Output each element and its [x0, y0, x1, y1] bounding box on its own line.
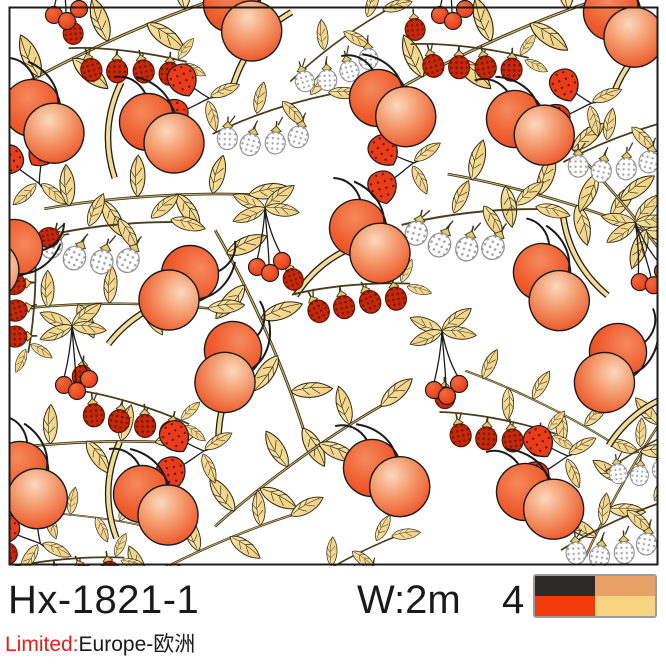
pattern-artwork [8, 0, 659, 566]
product-code: Hx-1821-1 [8, 578, 200, 622]
limited-label: Limited: [5, 633, 79, 656]
limited-region: Europe-欧洲 [78, 633, 196, 656]
swatch-color-tan [595, 576, 655, 596]
swatch-color-black [535, 576, 595, 596]
fabric-pattern-swatch [8, 0, 659, 566]
swatch-border [533, 574, 657, 618]
colorway-count: 4 [502, 578, 525, 622]
colorway-swatch [533, 574, 657, 618]
product-label-row: Hx-1821-1 W:2m 4 [0, 574, 666, 622]
limited-row: Limited:Europe-欧洲 [5, 628, 195, 658]
swatch-color-red [535, 596, 595, 616]
fabric-width: W:2m [357, 578, 461, 622]
swatch-color-yellow [595, 596, 655, 616]
pattern-frame-border [8, 6, 659, 566]
